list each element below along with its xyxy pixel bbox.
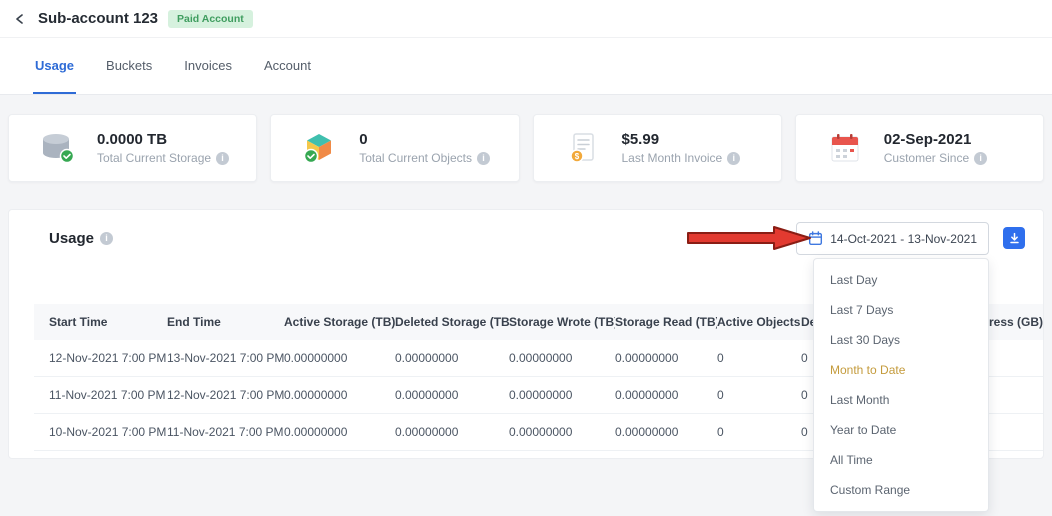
download-icon[interactable] bbox=[1003, 227, 1025, 249]
info-icon[interactable]: i bbox=[974, 151, 988, 165]
table-cell: 12-Nov-2021 7:00 PM bbox=[34, 340, 167, 377]
stat-card-invoice: $ $5.99 Last Month Invoice i bbox=[532, 114, 782, 182]
table-cell: 10-Nov-2021 7:00 PM bbox=[34, 413, 167, 451]
column-header-active-objects: Active Objects bbox=[717, 304, 801, 340]
total-objects-value: 0 bbox=[359, 131, 368, 148]
usage-panel: Usage i 14-Oct-2021 - 13-Nov-2021 Last D… bbox=[8, 209, 1044, 512]
column-header-start-time: Start Time bbox=[34, 304, 167, 340]
table-cell: 11-Nov-2021 7:00 PM bbox=[167, 413, 284, 451]
tab-usage[interactable]: Usage bbox=[33, 38, 77, 94]
info-icon[interactable]: i bbox=[216, 151, 230, 165]
table-cell: 0.00000000 bbox=[509, 376, 615, 414]
page-header: Sub-account 123 Paid Account bbox=[0, 0, 1052, 38]
customer-since-label: Customer Since bbox=[883, 151, 970, 165]
stat-cards-row: 0.0000 TB Total Current Storage i 0 Tota… bbox=[8, 114, 1044, 182]
total-storage-value: 0.0000 TB bbox=[97, 131, 168, 148]
table-cell: 0.00000000 bbox=[615, 340, 717, 377]
dropdown-item-last-7-days[interactable]: Last 7 Days bbox=[830, 303, 894, 317]
column-header-deleted-storage: Deleted Storage (TB) bbox=[395, 304, 509, 340]
page-title: Sub-account 123 bbox=[38, 10, 159, 27]
date-range-value: 14-Oct-2021 - 13-Nov-2021 bbox=[830, 231, 977, 246]
dropdown-item-last-month[interactable]: Last Month bbox=[830, 393, 890, 407]
column-header-active-storage: Active Storage (TB) bbox=[284, 304, 395, 340]
table-cell: 0.00000000 bbox=[615, 376, 717, 414]
table-cell: 13-Nov-2021 7:00 PM bbox=[167, 340, 284, 377]
table-cell: 0 bbox=[717, 413, 801, 451]
stat-card-objects: 0 Total Current Objects i bbox=[270, 114, 520, 182]
column-header-storage-wrote: Storage Wrote (TB) bbox=[509, 304, 615, 340]
card-text: 02-Sep-2021 Customer Since i bbox=[883, 131, 988, 165]
stat-card-customer-since: 02-Sep-2021 Customer Since i bbox=[794, 114, 1044, 182]
tab-account[interactable]: Account bbox=[263, 57, 311, 73]
usage-title-row: Usage i bbox=[49, 230, 1043, 247]
calendar-red-icon bbox=[828, 132, 862, 164]
table-cell: 0.00000000 bbox=[284, 376, 395, 414]
card-text: 0.0000 TB Total Current Storage i bbox=[97, 131, 230, 165]
back-icon[interactable] bbox=[12, 11, 28, 27]
column-header-end-time: End Time bbox=[167, 304, 284, 340]
usage-section-title: Usage bbox=[49, 230, 95, 247]
calendar-icon bbox=[809, 231, 823, 246]
table-cell: 0.00000000 bbox=[509, 340, 615, 377]
table-cell: 0.00000000 bbox=[284, 413, 395, 451]
last-invoice-label: Last Month Invoice bbox=[621, 151, 723, 165]
table-cell: 0.00000000 bbox=[284, 340, 395, 377]
customer-since-value: 02-Sep-2021 bbox=[883, 131, 972, 148]
table-cell: 11-Nov-2021 7:00 PM bbox=[34, 376, 167, 414]
dropdown-item-month-to-date[interactable]: Month to Date bbox=[830, 363, 906, 377]
tab-buckets[interactable]: Buckets bbox=[106, 57, 153, 73]
last-invoice-value: $5.99 bbox=[621, 131, 660, 148]
tab-invoices[interactable]: Invoices bbox=[184, 57, 232, 73]
dropdown-item-custom-range[interactable]: Custom Range bbox=[830, 483, 911, 497]
column-header-storage-read: Storage Read (TB) bbox=[615, 304, 717, 340]
date-range-picker[interactable]: 14-Oct-2021 - 13-Nov-2021 bbox=[796, 222, 989, 255]
paid-account-badge: Paid Account bbox=[168, 9, 253, 28]
tab-bar: Usage Buckets Invoices Account bbox=[0, 38, 1052, 95]
date-range-dropdown: Last Day Last 7 Days Last 30 Days Month … bbox=[813, 258, 989, 512]
svg-text:$: $ bbox=[574, 152, 579, 161]
info-icon[interactable]: i bbox=[100, 232, 114, 245]
table-header-row: Start Time End Time Active Storage (TB) … bbox=[34, 304, 1043, 340]
total-objects-label: Total Current Objects bbox=[359, 151, 472, 165]
dropdown-item-last-day[interactable]: Last Day bbox=[830, 273, 878, 287]
dropdown-item-last-30-days[interactable]: Last 30 Days bbox=[830, 333, 901, 347]
table-cell: 0 bbox=[717, 376, 801, 414]
invoice-document-icon: $ bbox=[566, 132, 600, 164]
info-icon[interactable]: i bbox=[727, 151, 741, 165]
table-cell: 0.00000000 bbox=[395, 340, 509, 377]
objects-cube-icon bbox=[303, 132, 337, 164]
table-cell: 0 bbox=[717, 340, 801, 377]
dropdown-item-all-time[interactable]: All Time bbox=[830, 453, 873, 467]
table-cell: 0.00000000 bbox=[395, 376, 509, 414]
card-text: 0 Total Current Objects i bbox=[359, 131, 490, 165]
table-cell: 12-Nov-2021 7:00 PM bbox=[167, 376, 284, 414]
stat-card-storage: 0.0000 TB Total Current Storage i bbox=[8, 114, 258, 182]
dropdown-item-year-to-date[interactable]: Year to Date bbox=[830, 423, 897, 437]
table-cell: 0.00000000 bbox=[509, 413, 615, 451]
table-row: 12-Nov-2021 7:00 PM 13-Nov-2021 7:00 PM … bbox=[34, 340, 1043, 377]
storage-cylinder-icon bbox=[41, 132, 75, 164]
card-text: $5.99 Last Month Invoice i bbox=[622, 131, 741, 165]
info-icon[interactable]: i bbox=[476, 151, 490, 165]
table-cell: 0.00000000 bbox=[395, 413, 509, 451]
total-storage-label: Total Current Storage bbox=[97, 151, 212, 165]
table-cell: 0.00000000 bbox=[615, 413, 717, 451]
